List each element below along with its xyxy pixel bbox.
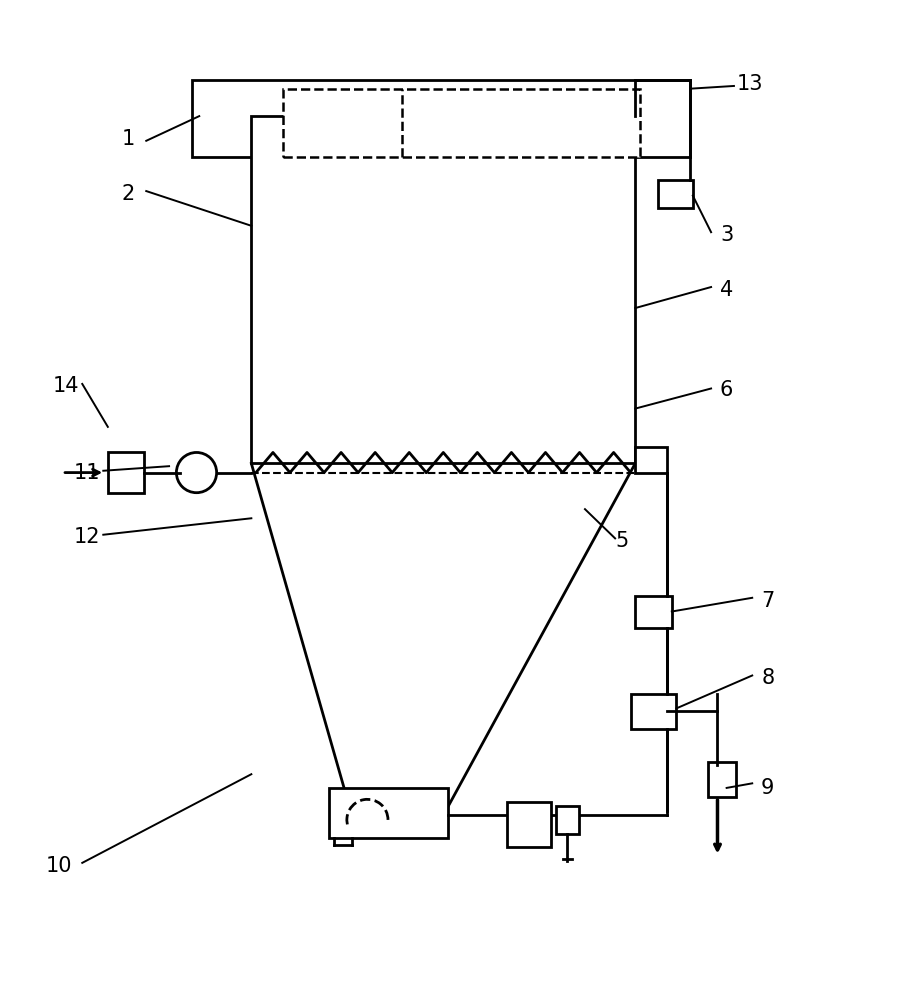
Text: 5: 5 — [615, 531, 628, 551]
Bar — [658, 180, 693, 208]
Text: 11: 11 — [74, 463, 100, 483]
Text: 10: 10 — [47, 856, 72, 876]
Text: 3: 3 — [720, 225, 733, 245]
Text: 2: 2 — [122, 184, 134, 204]
Bar — [507, 802, 551, 847]
Bar — [329, 788, 448, 838]
Text: 9: 9 — [761, 778, 774, 798]
Bar — [192, 80, 690, 157]
Text: 4: 4 — [720, 280, 733, 300]
Text: 14: 14 — [53, 376, 79, 396]
Bar — [251, 116, 635, 463]
Text: 6: 6 — [720, 380, 733, 400]
Bar — [708, 762, 736, 797]
Text: 13: 13 — [737, 74, 762, 94]
Text: 1: 1 — [122, 129, 134, 149]
Bar — [283, 89, 640, 157]
Bar — [635, 596, 672, 628]
Text: 8: 8 — [761, 668, 774, 688]
Bar — [631, 694, 676, 728]
Text: 7: 7 — [761, 591, 774, 611]
Bar — [108, 452, 144, 493]
Bar — [635, 447, 667, 473]
Text: 12: 12 — [74, 527, 100, 547]
Bar — [556, 806, 579, 834]
